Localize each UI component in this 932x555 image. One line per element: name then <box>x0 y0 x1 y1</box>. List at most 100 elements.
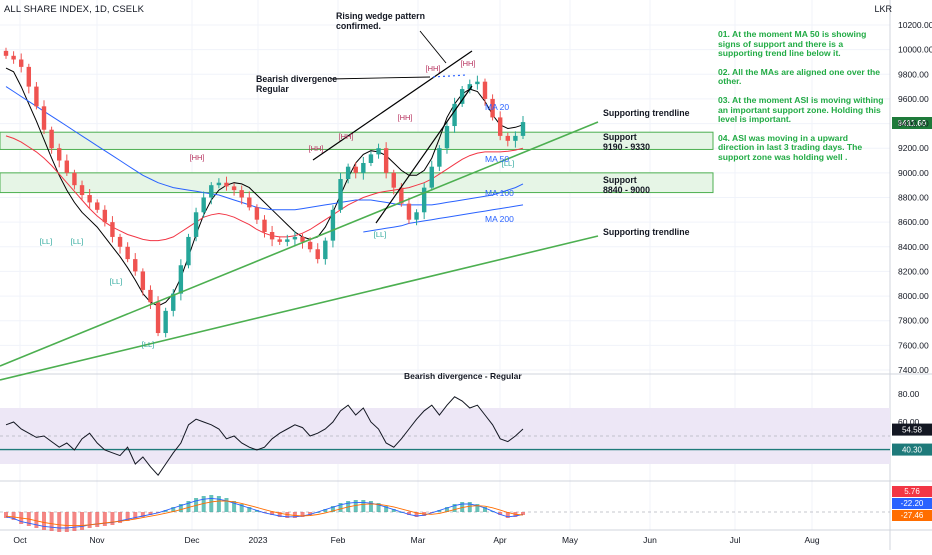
annotation-text: 8840 - 9000 <box>603 185 650 195</box>
price-tick: 7800.00 <box>898 316 929 326</box>
macd-bar <box>323 509 328 512</box>
macd-bar <box>49 512 54 531</box>
x-tick: Mar <box>411 535 426 545</box>
macd-bar <box>72 512 77 531</box>
candle-body <box>292 236 298 240</box>
candle-body <box>277 239 282 242</box>
candle-body <box>178 265 184 294</box>
candle-body <box>186 236 191 266</box>
macd-bar <box>376 503 381 512</box>
candle-body <box>19 59 24 67</box>
annotation-text: confirmed. <box>336 21 381 31</box>
candle-body <box>383 148 389 173</box>
price-tick: 8400.00 <box>898 242 929 252</box>
candle-body <box>444 126 450 149</box>
swing-label: [LL] <box>502 159 515 168</box>
macd-bar <box>467 502 472 512</box>
macd-bar <box>452 504 457 512</box>
price-tick: 9400.00 <box>898 119 929 129</box>
candle-body <box>262 219 267 232</box>
analysis-notes: 01. At the moment MA 50 is showing signs… <box>718 29 886 172</box>
price-tick: 8800.00 <box>898 193 929 203</box>
swing-label: [LL] <box>71 237 84 246</box>
candle-body <box>285 239 290 242</box>
ma-label: MA 200 <box>485 214 514 224</box>
support-zones <box>0 131 714 194</box>
rsi-line <box>5 396 524 477</box>
macd-bar <box>444 507 449 512</box>
candle-body <box>520 122 526 136</box>
annotation-text: Bearish divergence <box>256 74 337 84</box>
candle-body <box>49 129 54 149</box>
annotation-text: Support <box>603 132 637 142</box>
candle-body <box>497 117 503 136</box>
macd-bar <box>80 512 85 530</box>
candle-body <box>399 187 404 204</box>
rsi-value-text: 54.58 <box>902 426 923 435</box>
candle-body <box>437 148 442 167</box>
price-tick: 8000.00 <box>898 291 929 301</box>
note-4: 04. ASI was moving in a upward direction… <box>718 132 863 162</box>
macd-bar <box>315 512 320 513</box>
trendlines <box>0 30 599 381</box>
candle-body <box>429 166 434 188</box>
ma-label: MA 20 <box>485 102 509 112</box>
ma-line-1 <box>5 67 524 307</box>
macd-bar <box>247 507 252 512</box>
candle-body <box>224 182 229 187</box>
macd-bar <box>87 512 92 528</box>
macd-bar <box>125 512 130 521</box>
divergence-arrow <box>329 76 431 80</box>
candle-body <box>269 232 275 240</box>
swing-label: [LL] <box>142 340 155 349</box>
support-zone <box>0 131 714 150</box>
wedge-upper <box>312 50 473 161</box>
signal-line <box>5 500 524 527</box>
candle-body <box>171 293 176 311</box>
candle-body <box>125 246 130 260</box>
macd-bar <box>133 512 138 519</box>
x-tick: Oct <box>13 535 27 545</box>
macd-bar <box>475 504 480 512</box>
rsi-pane: Bearish divergence - Regular 80.00 60.00 40… <box>0 371 932 477</box>
swing-label: [LL] <box>374 230 387 239</box>
macd-bar <box>95 512 100 527</box>
macd-bar <box>437 510 442 512</box>
swing-label: [LL] <box>40 237 53 246</box>
swing-label: [HH] <box>339 132 354 141</box>
note-3: 03. At the moment ASI is moving withing … <box>718 94 884 125</box>
candle-body <box>148 289 153 303</box>
candle-body <box>72 172 77 186</box>
candle-body <box>421 187 427 213</box>
macd-bar <box>292 512 297 518</box>
macd-bar <box>498 512 503 515</box>
wedge-lower <box>375 85 473 224</box>
candle-body <box>338 179 343 210</box>
candle-body <box>79 185 85 196</box>
candle-body <box>26 66 32 87</box>
macd-bar <box>391 509 396 512</box>
candle-body <box>452 103 457 127</box>
candle-body <box>117 236 123 247</box>
x-tick: 2023 <box>249 535 268 545</box>
macd-bar <box>482 507 487 512</box>
annotation-text: Rising wedge pattern <box>336 11 425 21</box>
candle-body <box>34 86 39 107</box>
macd-bar <box>277 512 282 517</box>
price-tick: 9000.00 <box>898 168 929 178</box>
macd-bar <box>201 496 206 512</box>
candle-body <box>11 55 16 60</box>
macd-bar <box>102 512 107 526</box>
macd-bar <box>505 512 510 518</box>
last-price-text: 9411.69 <box>898 119 927 128</box>
macd-bar <box>34 512 39 528</box>
candle-body <box>216 182 222 186</box>
annotation-text: Support <box>603 175 637 185</box>
candle-body <box>406 203 412 220</box>
macd-bar <box>171 507 176 512</box>
candle-body <box>490 98 495 118</box>
macd-bar <box>414 512 419 517</box>
x-tick: Dec <box>184 535 200 545</box>
macd-bar <box>361 500 366 512</box>
